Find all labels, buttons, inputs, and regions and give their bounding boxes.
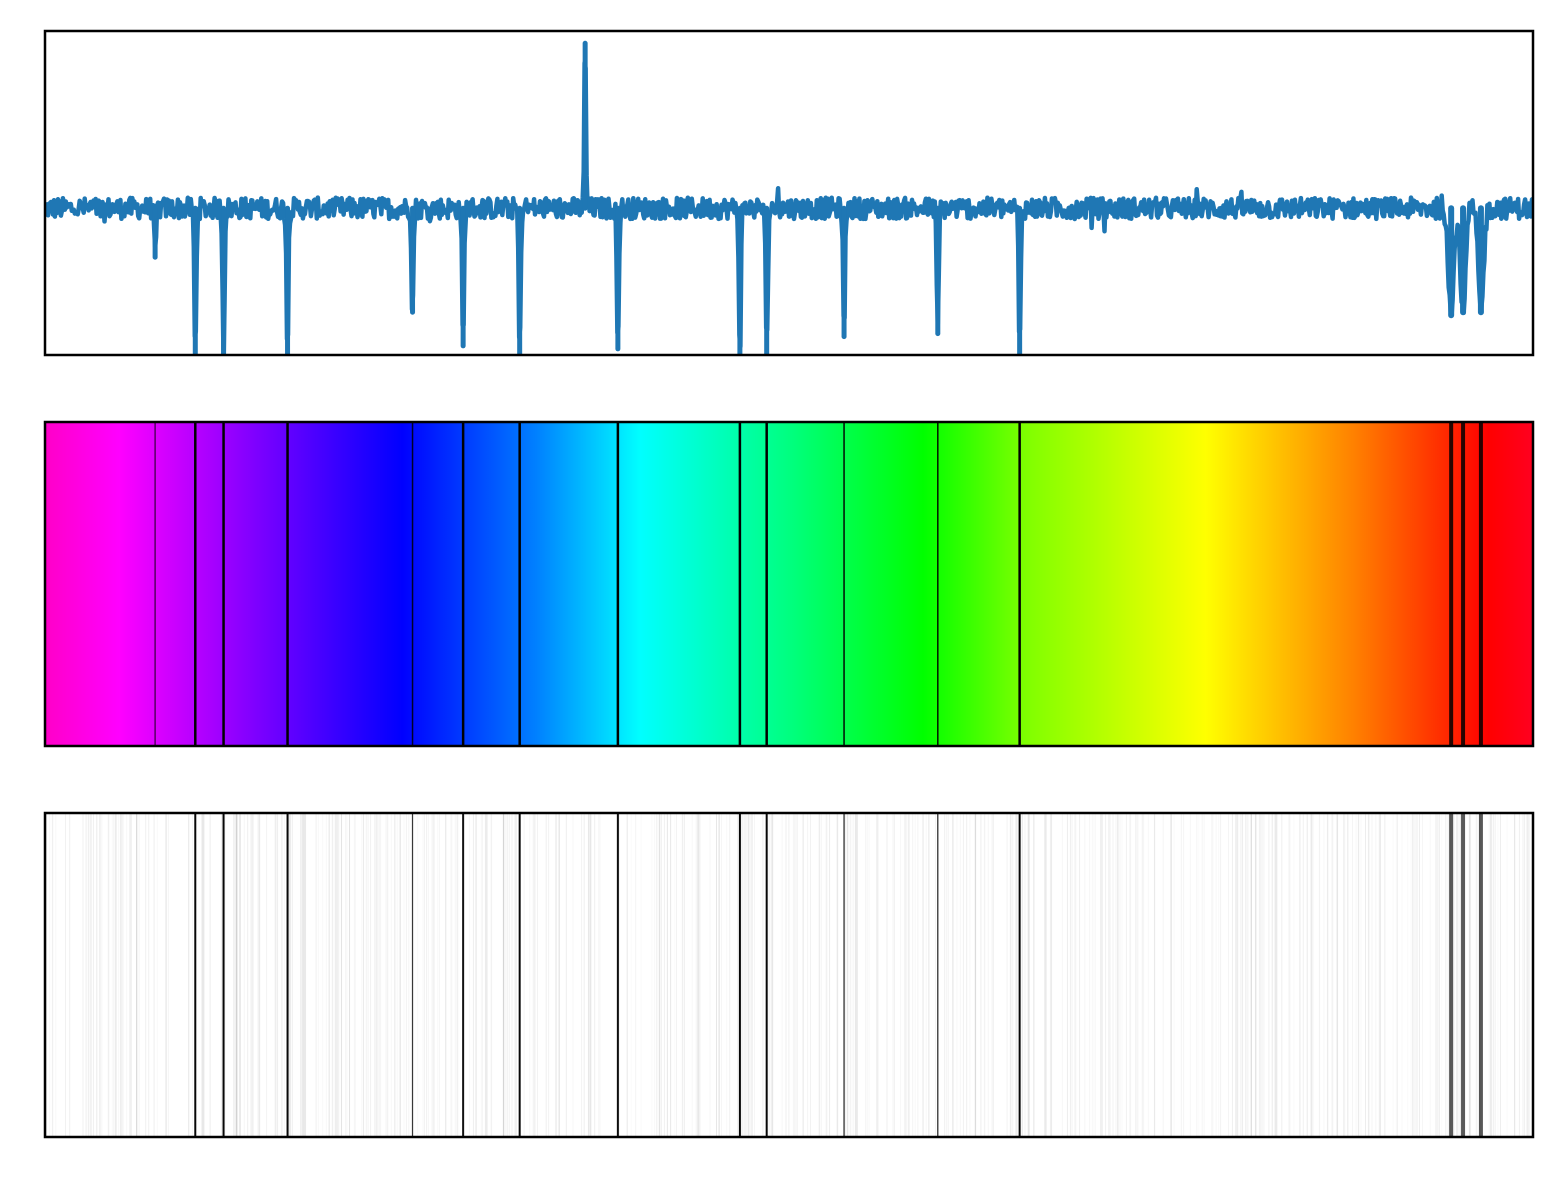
line-plot-area <box>45 40 1533 355</box>
line-plot-frame <box>43 29 1535 357</box>
grayscale-spectrum-background <box>45 813 1533 1137</box>
line-plot-panel <box>43 29 1535 357</box>
grayscale-spectrum-frame <box>43 811 1535 1139</box>
rainbow-absorption-lines <box>154 422 1483 746</box>
rainbow-spectrum-gradient <box>45 422 1533 746</box>
grayscale-absorption-lines <box>194 813 1483 1137</box>
grayscale-spectrum-panel <box>43 811 1535 1139</box>
line-plot-background <box>45 31 1533 355</box>
spectrum-intensity-line <box>45 60 1533 355</box>
rainbow-spectrum-panel <box>43 420 1535 748</box>
grayscale-noise-texture <box>46 813 1530 1137</box>
rainbow-spectrum-frame <box>43 420 1535 748</box>
